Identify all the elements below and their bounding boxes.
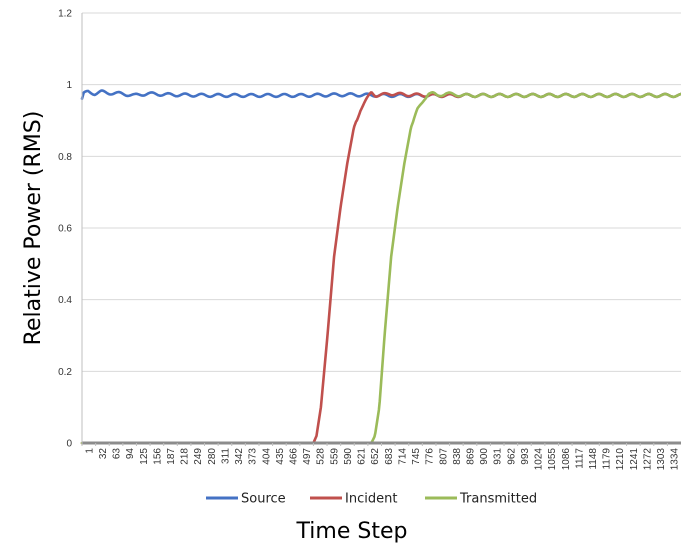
x-tick-label: 1148 <box>588 448 599 470</box>
x-tick-label: 652 <box>370 448 381 465</box>
x-tick-label: 931 <box>493 448 504 465</box>
x-tick-label: 1055 <box>547 448 558 471</box>
x-tick-label: 776 <box>425 448 436 465</box>
legend-label-source: Source <box>241 492 286 507</box>
series-lines <box>80 89 681 445</box>
y-tick-label: 0.2 <box>58 367 72 378</box>
series-line-transmitted <box>80 90 681 445</box>
x-tick-label: 466 <box>289 448 300 465</box>
x-tick-label: 435 <box>275 448 286 465</box>
x-tick-label: 63 <box>112 448 123 460</box>
x-tick-label: 311 <box>220 448 231 464</box>
legend-label-incident: Incident <box>345 492 397 507</box>
x-tick-label: 32 <box>98 448 109 460</box>
x-tick-label: 1117 <box>574 448 585 469</box>
legend-label-transmitted: Transmitted <box>459 492 537 507</box>
x-tick-label: 1303 <box>656 448 667 471</box>
x-tick-label: 94 <box>125 448 136 460</box>
x-tick-label: 1024 <box>534 448 545 471</box>
x-tick-label: 125 <box>139 448 150 465</box>
x-tick-label: 621 <box>357 448 368 465</box>
x-tick-label: 187 <box>166 448 177 465</box>
y-axis-title: Relative Power (RMS) <box>21 111 46 346</box>
x-tick-label: 373 <box>248 448 259 465</box>
y-tick-label: 0.8 <box>58 152 72 163</box>
x-axis: 1 32 63 94 125 156 187 218 249 280 311 342 373 404 435… <box>81 441 681 471</box>
x-tick-label: 528 <box>316 448 327 465</box>
x-tick-label: 869 <box>465 448 476 465</box>
x-axis-title: Time Step <box>296 519 408 544</box>
legend: Source Incident Transmitted <box>206 492 537 507</box>
x-tick-label: 1086 <box>561 448 572 471</box>
x-tick-label: 962 <box>506 448 517 465</box>
x-tick-label: 807 <box>438 448 449 465</box>
x-tick-label: 218 <box>180 448 191 465</box>
x-tick-label: 280 <box>207 448 218 465</box>
x-tick-label: 993 <box>520 448 531 465</box>
y-axis: 0 0.2 0.4 0.6 0.8 1 1.2 <box>58 9 83 450</box>
gridlines <box>82 12 681 444</box>
x-tick-label: 1179 <box>602 448 613 470</box>
x-tick-label: 342 <box>234 448 245 465</box>
y-tick-label: 0 <box>66 439 72 450</box>
x-tick-label: 156 <box>152 448 163 465</box>
x-tick-label: 1272 <box>642 448 653 471</box>
x-tick-label: 1210 <box>615 448 626 471</box>
x-tick-label: 590 <box>343 448 354 465</box>
x-tick-label: 714 <box>397 448 408 465</box>
y-tick-label: 0.6 <box>58 224 72 235</box>
y-tick-label: 1.2 <box>58 9 72 20</box>
x-tick-label: 559 <box>329 448 340 465</box>
x-tick-label: 838 <box>452 448 463 465</box>
x-tick-label: 249 <box>193 448 204 465</box>
x-tick-label: 404 <box>261 448 272 465</box>
x-tick-label: 1 <box>84 448 95 454</box>
x-tick-label: 1334 <box>670 448 681 471</box>
x-tick-label: 497 <box>302 448 313 465</box>
x-tick-label: 900 <box>479 448 490 465</box>
y-tick-label: 1 <box>66 80 72 91</box>
x-tick-label: 683 <box>384 448 395 465</box>
x-tick-label: 1241 <box>629 448 640 471</box>
x-tick-label: 745 <box>411 448 422 465</box>
y-tick-label: 0.4 <box>58 295 72 306</box>
